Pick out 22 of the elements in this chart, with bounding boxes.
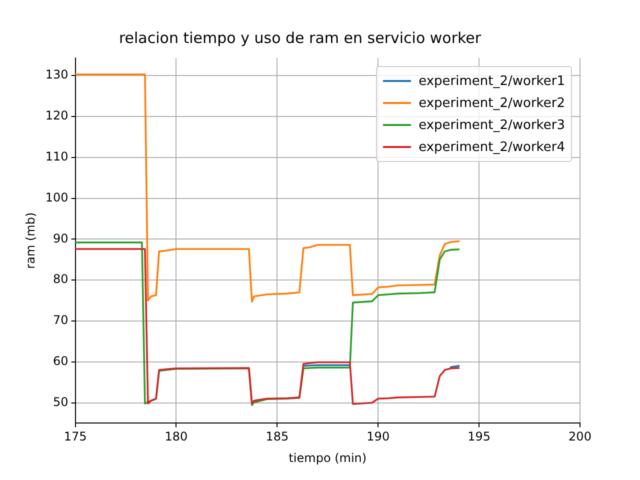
x-tick-label: 175: [64, 430, 87, 444]
y-tick-label: 120: [45, 108, 68, 123]
x-tick-label: 195: [468, 430, 491, 444]
x-tick-label: 200: [568, 430, 592, 444]
x-tick-label: 190: [366, 430, 390, 444]
y-axis-title: ram (mb): [23, 212, 38, 269]
y-tick-label: 80: [53, 272, 68, 286]
y-tick-label: 60: [53, 354, 68, 368]
x-tick-label: 185: [266, 430, 289, 444]
y-tick-label: 90: [53, 231, 68, 246]
legend-label: experiment_2/worker2: [418, 96, 565, 110]
y-tick-label: 50: [53, 394, 68, 409]
legend-label: experiment_2/worker4: [418, 140, 565, 154]
y-tick-label: 100: [45, 190, 68, 204]
x-tick-label: 180: [164, 430, 188, 444]
y-tick-label: 110: [45, 150, 68, 164]
chart-title: relacion tiempo y uso de ram en servicio worker: [118, 28, 482, 47]
x-axis-title: tiempo (min): [288, 450, 367, 465]
legend-label: experiment_2/worker1: [418, 74, 565, 88]
y-tick-label: 70: [53, 313, 68, 328]
y-tick-label: 130: [45, 68, 68, 82]
legend-label: experiment_2/worker3: [418, 118, 565, 132]
